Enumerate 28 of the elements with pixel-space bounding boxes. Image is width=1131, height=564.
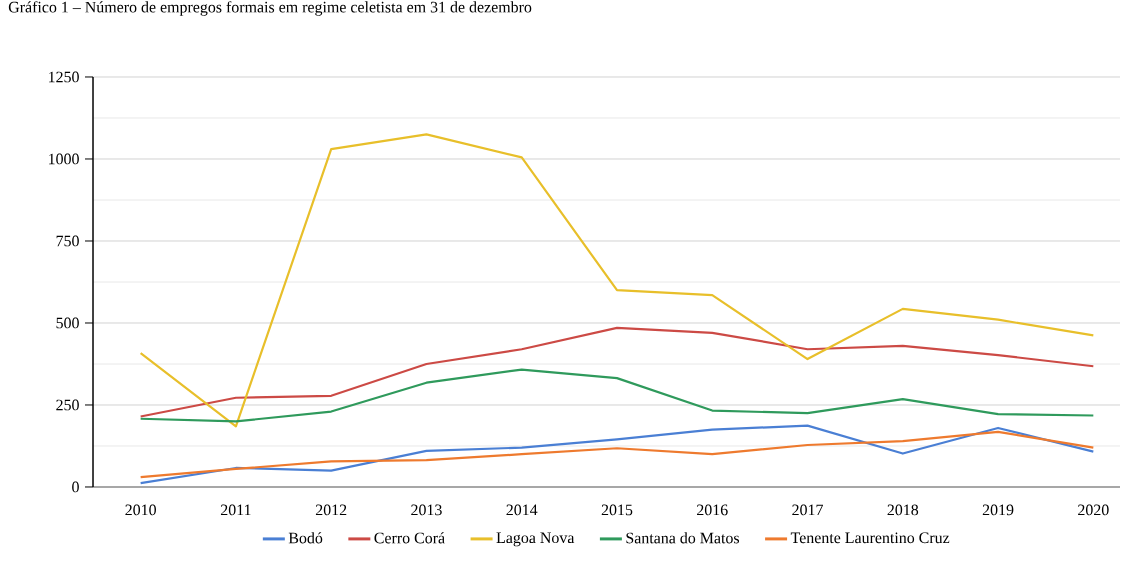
legend-label: Tenente Laurentino Cruz	[790, 532, 950, 544]
x-tick-label: 2019	[982, 504, 1014, 516]
line-series	[139, 326, 1095, 418]
legend-label: Bodó	[288, 532, 323, 544]
x-tick-label: 2016	[697, 504, 728, 516]
y-tick-label: 1250	[49, 71, 79, 83]
x-tick-label: 2020	[1078, 504, 1109, 516]
x-tick-label: 2018	[887, 504, 919, 516]
y-tick-label: 500	[56, 317, 79, 329]
x-tick-label: 2012	[315, 504, 347, 516]
x-tick-label: 2013	[411, 504, 442, 516]
y-tick-label: 1000	[49, 153, 79, 165]
legend-label: Cerro Corá	[374, 532, 445, 544]
line-series	[139, 430, 1095, 479]
x-tick-label: 2015	[601, 504, 633, 516]
chart-title: Gráfico 1 – Número de empregos formais em regime celetista em 31 de dezembro	[8, 1, 532, 16]
y-tick-label: 0	[72, 481, 79, 493]
line-series	[139, 424, 1095, 485]
x-tick-label: 2017	[792, 504, 824, 516]
x-tick-label: 2010	[125, 504, 156, 516]
x-tick-label: 2014	[506, 504, 538, 516]
x-tick-label: 2011	[220, 504, 251, 516]
line-series	[139, 133, 1095, 428]
legend-label: Lagoa Nova	[496, 532, 575, 547]
line-series	[139, 368, 1095, 423]
y-tick-label: 750	[56, 235, 79, 247]
legend-label: Santana do Matos	[626, 532, 740, 544]
y-tick-label: 250	[56, 399, 79, 411]
